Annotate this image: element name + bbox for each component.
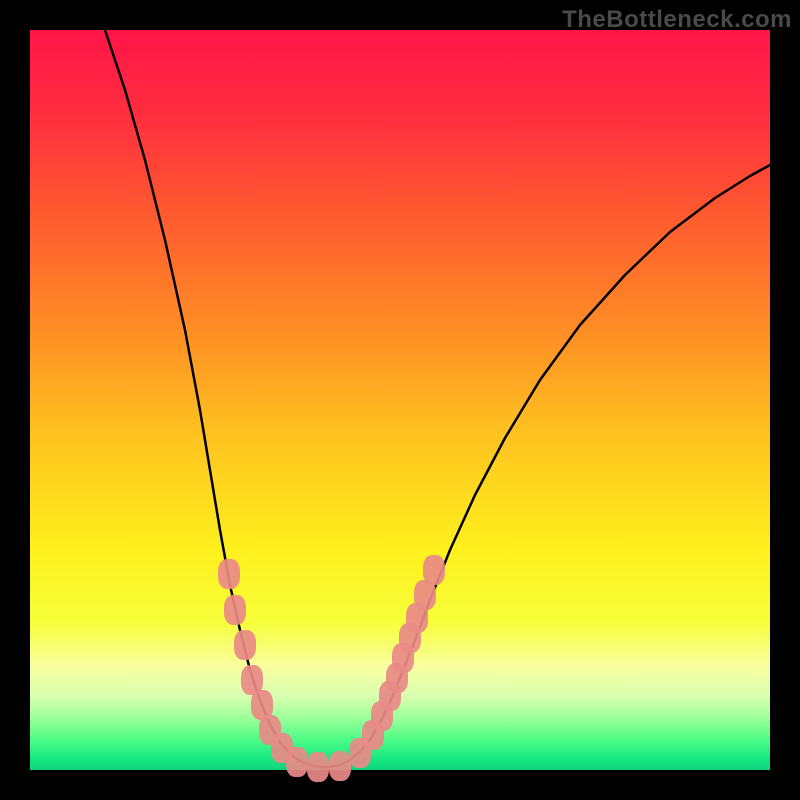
chart-frame: TheBottleneck.com [0,0,800,800]
data-marker [218,559,240,589]
data-marker [329,751,351,781]
data-marker [224,595,246,625]
data-marker [234,630,256,660]
watermark-text: TheBottleneck.com [562,6,792,34]
data-marker [307,752,329,782]
data-marker [286,747,308,777]
plot-area [30,30,770,770]
curve-path [105,30,770,767]
data-marker [423,555,445,585]
